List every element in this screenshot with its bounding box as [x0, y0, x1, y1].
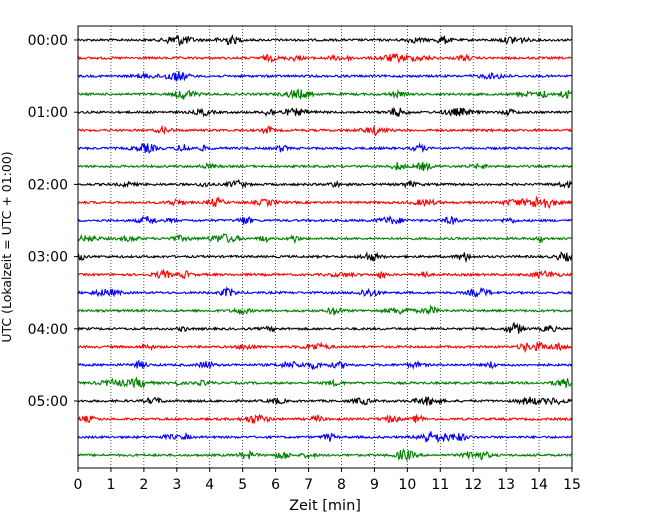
plot-frame [77, 25, 573, 469]
trace-0100 [77, 106, 572, 118]
x-tick-label: 8 [337, 477, 346, 493]
x-tick-label: 12 [464, 477, 482, 493]
x-tick-label: 1 [106, 477, 115, 493]
trace-0330 [77, 286, 573, 298]
y-tick-label: 03:00 [28, 250, 68, 266]
x-tick-label: 15 [563, 477, 581, 493]
trace-0245 [77, 233, 573, 245]
y-tick-label: 01:00 [28, 105, 68, 121]
x-tick-label: 2 [139, 477, 148, 493]
trace-0200 [77, 178, 573, 190]
x-axis-label: Zeit [min] [289, 498, 361, 514]
trace-0400 [77, 322, 573, 334]
x-tick-label: 11 [431, 477, 449, 493]
trace-0000 [77, 33, 572, 46]
x-tick-label: 6 [271, 477, 280, 493]
y-axis: 00:00 01:00 02:00 03:00 04:00 05:00 [28, 33, 78, 410]
y-tick-label: 02:00 [28, 177, 68, 193]
trace-0030 [77, 71, 572, 82]
x-tick-label: 0 [74, 477, 83, 493]
y-tick-label: 04:00 [28, 322, 68, 338]
x-tick-label: 3 [172, 477, 181, 493]
x-tick-label: 5 [238, 477, 247, 493]
trace-0115 [77, 124, 572, 137]
x-tick-label: 13 [497, 477, 515, 493]
trace-0230 [77, 214, 573, 225]
trace-0515 [77, 413, 573, 425]
y-tick-label: 00:00 [28, 33, 68, 49]
trace-0430 [77, 359, 573, 371]
x-tick-label: 4 [205, 477, 214, 493]
y-axis-label: UTC (Lokalzeit = UTC + 01:00) [0, 151, 14, 342]
x-tick-label: 7 [304, 477, 313, 493]
trace-0015 [77, 53, 572, 64]
trace-0145 [77, 161, 573, 172]
x-tick-label: 9 [370, 477, 379, 493]
x-tick-label: 14 [530, 477, 548, 493]
trace-0415 [77, 340, 572, 354]
x-tick-label: 10 [398, 477, 416, 493]
x-axis: 0 1 2 3 4 5 6 7 8 9 10 11 12 13 14 15 [74, 468, 581, 493]
traces-group [77, 33, 573, 462]
trace-0345 [77, 304, 572, 316]
trace-0545 [77, 448, 572, 462]
trace-0215 [77, 195, 573, 210]
trace-0315 [77, 268, 572, 280]
trace-0445 [77, 376, 572, 389]
trace-0130 [77, 142, 572, 155]
trace-0530 [77, 431, 572, 444]
trace-0500 [77, 396, 573, 406]
y-tick-label: 05:00 [28, 394, 68, 410]
trace-0045 [77, 88, 573, 100]
plot-background [78, 26, 572, 468]
trace-0300 [77, 251, 573, 264]
